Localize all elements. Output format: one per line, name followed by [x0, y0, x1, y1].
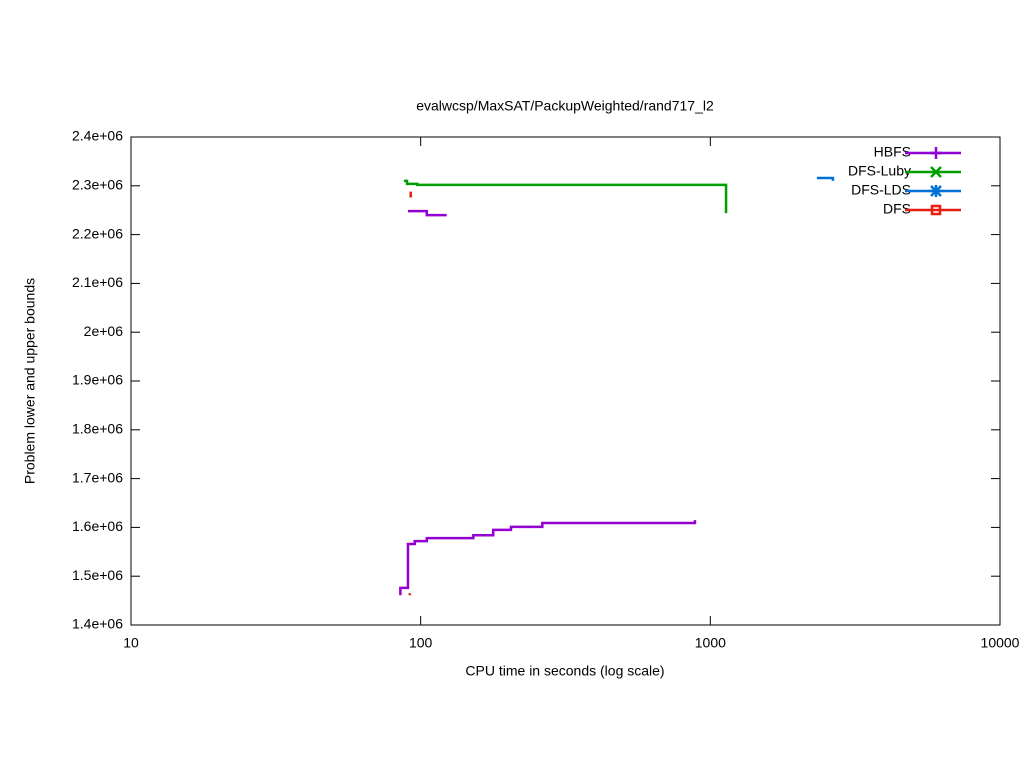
series-line — [403, 179, 728, 214]
legend-marker — [930, 166, 942, 178]
y-tick-label: 1.9e+06 — [72, 372, 123, 388]
plot-frame — [130, 136, 1001, 626]
x-tick-label: 10 — [123, 635, 139, 651]
legend-marker — [930, 204, 942, 216]
legend-label: DFS-LDS — [851, 182, 911, 198]
legend-label: DFS — [883, 201, 911, 217]
y-tick-label: 1.5e+06 — [72, 567, 123, 583]
y-tick-label: 2e+06 — [84, 323, 124, 339]
y-axis-label: Problem lower and upper bounds — [22, 278, 38, 484]
y-tick-label: 1.7e+06 — [72, 469, 123, 485]
series-line — [816, 176, 835, 181]
x-tick-label: 1000 — [695, 635, 726, 651]
x-tick-label: 100 — [409, 635, 433, 651]
y-tick-label: 2.2e+06 — [72, 225, 123, 241]
chart-title: evalwcsp/MaxSAT/PackupWeighted/rand717_l… — [416, 98, 714, 114]
series-line — [399, 209, 697, 596]
y-tick-label: 2.4e+06 — [72, 128, 123, 144]
y-tick-label: 1.4e+06 — [72, 616, 123, 632]
y-tick-label: 2.3e+06 — [72, 177, 123, 193]
y-tick-label: 2.1e+06 — [72, 274, 123, 290]
y-tick-label: 1.8e+06 — [72, 421, 123, 437]
legend-label: HBFS — [874, 144, 911, 160]
y-tick-label: 1.6e+06 — [72, 518, 123, 534]
legend-label: DFS-Luby — [848, 163, 911, 179]
x-axis-label: CPU time in seconds (log scale) — [465, 663, 664, 679]
series-line — [408, 191, 412, 596]
legend-marker — [930, 185, 942, 197]
legend-marker — [930, 147, 942, 159]
x-tick-label: 10000 — [981, 635, 1020, 651]
